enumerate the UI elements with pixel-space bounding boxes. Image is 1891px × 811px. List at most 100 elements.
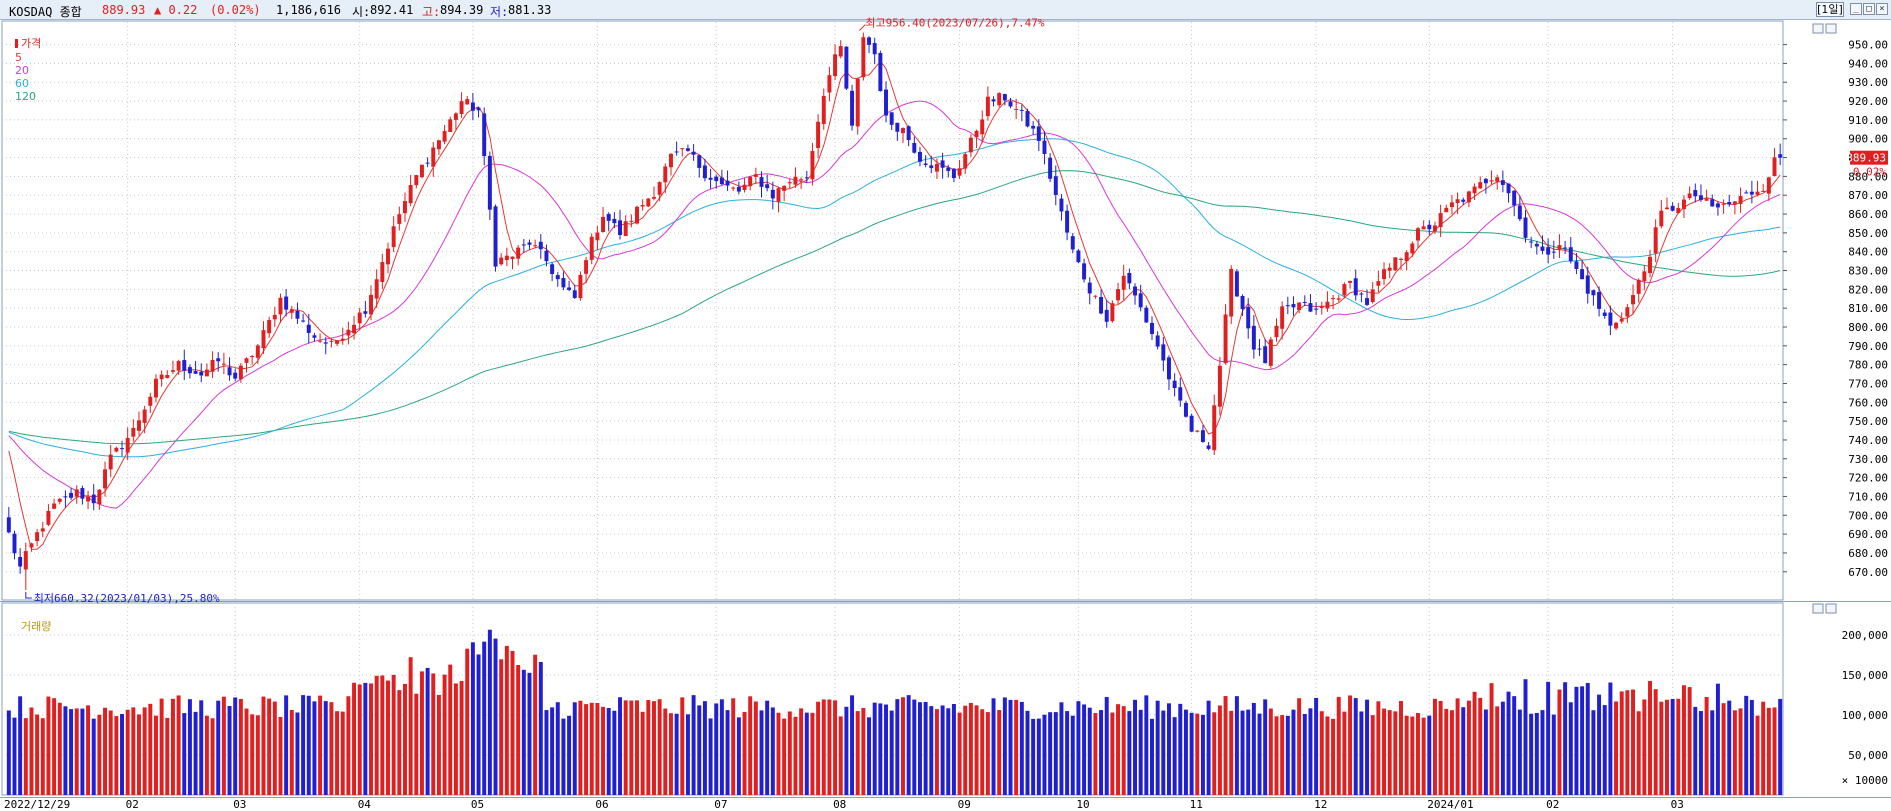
candle-body <box>1710 199 1715 207</box>
price-tick-label: 950.00 <box>1848 39 1888 52</box>
candle-body <box>1104 309 1109 322</box>
volume-bar <box>606 707 611 795</box>
volume-bar <box>23 718 28 795</box>
volume-bar <box>838 716 843 795</box>
volume-bar <box>901 697 905 795</box>
candle-body <box>120 448 124 450</box>
volume-bar <box>1608 682 1613 795</box>
candle-body <box>799 179 804 181</box>
candle-body <box>1065 210 1070 233</box>
candle-body <box>1546 247 1551 255</box>
candle-body <box>312 335 317 338</box>
volume-bar <box>1670 698 1675 795</box>
volume-bar <box>414 693 419 795</box>
candle-body <box>963 154 968 169</box>
volume-bar <box>284 695 289 795</box>
candle-body <box>470 102 475 111</box>
volume-bar <box>1755 715 1760 795</box>
volume-bar <box>1540 710 1545 795</box>
candle-body <box>199 371 204 376</box>
candle-body <box>1359 293 1364 295</box>
candle-body <box>652 196 656 199</box>
current-change-tag-label: 0.02% <box>1853 166 1886 179</box>
volume-bar <box>1314 697 1319 795</box>
candle-body <box>1602 312 1607 317</box>
panel-minimize-icon[interactable] <box>1812 603 1824 614</box>
open-label: 시: <box>352 5 371 19</box>
volume-bar <box>985 712 990 795</box>
candle-body <box>476 107 481 111</box>
candle-body <box>1206 445 1211 449</box>
date-tick-label: 03 <box>233 798 246 811</box>
candle-body <box>782 185 787 191</box>
candle-body <box>210 359 215 372</box>
date-tick-label: 08 <box>833 798 846 811</box>
volume-bar <box>1744 695 1749 795</box>
volume-bar <box>1161 710 1166 795</box>
candle-body <box>957 168 962 176</box>
candle-body <box>380 262 385 283</box>
candle-body <box>612 218 617 224</box>
volume-bar <box>323 701 328 795</box>
current-price-tag <box>1850 150 1888 165</box>
volume-bar <box>63 706 68 795</box>
candle-body <box>572 290 577 298</box>
volume-bar <box>527 672 532 795</box>
candle-body <box>1591 290 1596 296</box>
candle-body <box>668 153 673 168</box>
volume-bar <box>1438 700 1443 795</box>
candle-body <box>521 244 526 246</box>
volume-bar <box>176 695 181 795</box>
volume-bar <box>1031 718 1036 795</box>
minimize-icon[interactable]: _ <box>1850 3 1862 15</box>
volume-bar <box>1331 718 1336 795</box>
candle-body <box>1348 280 1353 283</box>
panel-minimize-icon[interactable] <box>1812 23 1824 34</box>
candle-body <box>295 310 300 319</box>
volume-bar <box>142 707 147 795</box>
candle-body <box>346 329 351 336</box>
volume-bar <box>244 708 249 795</box>
candle-body <box>408 185 413 204</box>
candle-body <box>1150 322 1154 335</box>
maximize-icon[interactable]: □ <box>1863 3 1875 15</box>
candle-body <box>1353 278 1358 296</box>
volume-bar <box>714 703 719 795</box>
volume-bar <box>742 711 747 795</box>
candle-body <box>1404 252 1409 262</box>
candle-body <box>1246 306 1251 329</box>
close-icon[interactable]: × <box>1876 3 1888 15</box>
volume-bar <box>1008 699 1013 795</box>
volume-bar <box>448 664 453 795</box>
price-tick-label: 870.00 <box>1848 189 1888 202</box>
volume-bar <box>691 695 696 795</box>
candle-body <box>1653 227 1658 254</box>
axes: 670.00 680.00 690.00 700.00 710.00 720.00 730.… <box>4 23 1888 811</box>
candle-body <box>1048 157 1053 179</box>
volume-value: 1,186,616 <box>276 3 342 17</box>
candle-body <box>431 147 436 167</box>
candle-body <box>1455 199 1460 204</box>
volume-bar <box>1512 696 1517 795</box>
volume-bar <box>1263 699 1268 795</box>
volume-bar <box>346 696 351 795</box>
volume-bar <box>1166 703 1171 795</box>
volume-bar <box>731 698 736 795</box>
volume-bar <box>550 707 555 795</box>
candle-body <box>137 420 141 431</box>
candle-body <box>1274 325 1279 338</box>
volume-bar <box>1116 704 1121 795</box>
price-tick-label: 750.00 <box>1848 415 1888 428</box>
volume-bar <box>255 715 260 795</box>
volume-bar <box>1602 705 1607 795</box>
panel-close-icon[interactable] <box>1825 23 1837 34</box>
candle-body <box>74 489 79 497</box>
period-button[interactable]: [1일] <box>1816 2 1844 17</box>
candle-body <box>1376 281 1381 286</box>
candle-body <box>142 409 147 423</box>
candle-body <box>742 184 747 190</box>
panel-close-icon[interactable] <box>1825 603 1837 614</box>
volume-bar <box>635 700 639 795</box>
volume-bar <box>91 718 96 795</box>
